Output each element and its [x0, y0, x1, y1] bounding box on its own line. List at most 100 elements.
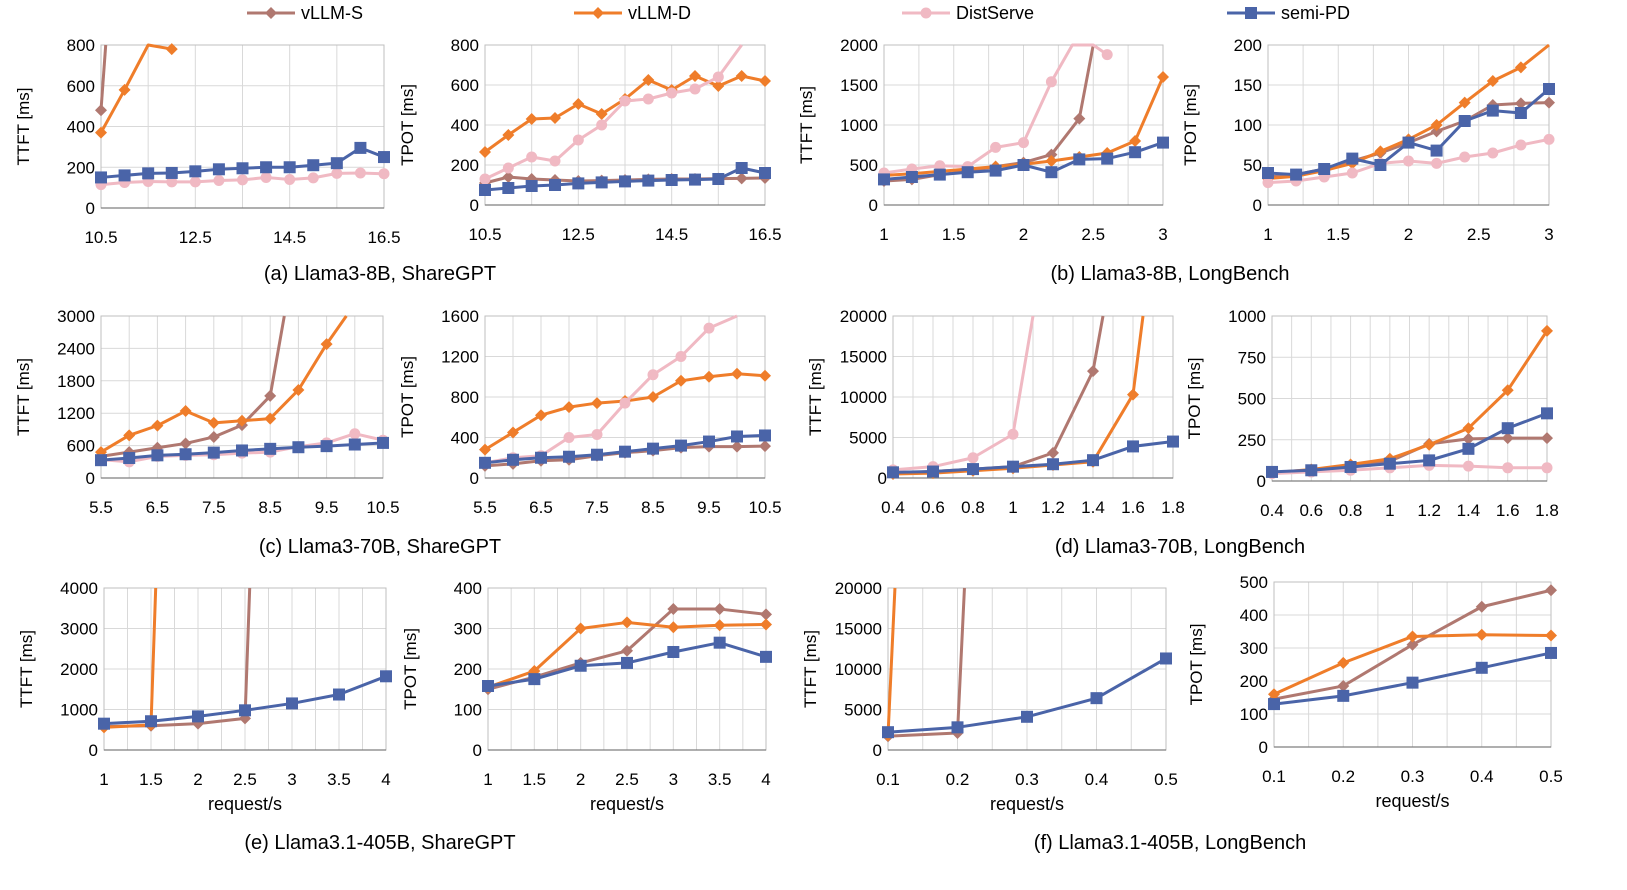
- caption-e: (e) Llama3.1-405B, ShareGPT: [244, 832, 515, 854]
- x-axis-label: request/s: [1375, 791, 1449, 811]
- data-point-vllm-d: [735, 70, 748, 82]
- data-point-vllm-s: [502, 171, 515, 183]
- y-tick-label: 800: [451, 36, 479, 55]
- data-point-semi-pd: [307, 159, 320, 172]
- data-point-semi-pd: [1337, 689, 1350, 702]
- data-point-semi-pd: [1160, 652, 1172, 665]
- series-group: [1266, 324, 1553, 480]
- data-point-vllm-d: [179, 405, 192, 418]
- data-point-distserve: [967, 452, 979, 464]
- data-point-vllm-s: [1475, 600, 1488, 613]
- data-point-vllm-d: [667, 621, 680, 634]
- x-tick-label: 4: [381, 770, 390, 789]
- data-point-vllm-s: [1430, 125, 1443, 138]
- y-tick-label: 500: [850, 156, 878, 175]
- x-tick-label: 7.5: [585, 498, 609, 517]
- data-point-semi-pd: [1486, 104, 1499, 117]
- data-point-distserve: [378, 168, 390, 180]
- chart-panel-d1: 0 5000 10000 15000 20000 0.4 0.6 0.8 1 1.2 1.4 1.6 1…: [806, 307, 1185, 517]
- data-point-semi-pd: [1318, 163, 1331, 175]
- series-group: [98, 587, 392, 734]
- legend-marker: [592, 7, 604, 19]
- x-tick-label: 0.1: [1262, 767, 1286, 786]
- x-tick-label: 1.5: [523, 770, 547, 789]
- data-point-semi-pd: [1462, 442, 1475, 455]
- y-axis-label: TTFT [ms]: [801, 630, 820, 708]
- data-point-vllm-d: [731, 367, 743, 380]
- data-point-vllm-s: [621, 644, 633, 657]
- data-point-semi-pd: [1157, 136, 1169, 149]
- x-tick-label: 1: [879, 225, 888, 244]
- y-tick-label: 1200: [57, 404, 95, 423]
- data-point-vllm-d: [760, 618, 772, 631]
- y-tick-label: 200: [1234, 36, 1262, 55]
- data-point-semi-pd: [1423, 454, 1436, 467]
- x-tick-label: 1.8: [1161, 498, 1185, 517]
- series-line-vllm-d: [886, 587, 897, 736]
- x-tick-label: 0.4: [1470, 767, 1494, 786]
- y-tick-label: 1000: [60, 701, 98, 720]
- y-tick-label: 0: [470, 469, 479, 488]
- chart-panel-a1: 0 200 400 600 800 10.5 12.5 14.5 16.5 TTFT [ms]: [14, 36, 401, 247]
- data-point-vllm-d: [320, 338, 333, 351]
- y-tick-label: 2000: [840, 36, 878, 55]
- data-point-vllm-s: [713, 603, 726, 616]
- data-point-distserve: [479, 173, 491, 185]
- series-line-vllm-d: [99, 43, 173, 134]
- data-point-semi-pd: [95, 171, 107, 184]
- series-group: [95, 315, 389, 468]
- series-group: [482, 603, 772, 696]
- x-tick-label: 0.6: [921, 498, 945, 517]
- y-tick-label: 400: [454, 579, 482, 598]
- y-tick-label: 20000: [835, 579, 882, 598]
- data-point-semi-pd: [507, 453, 519, 466]
- x-tick-label: 1.4: [1457, 501, 1481, 520]
- x-tick-label: 16.5: [367, 228, 400, 247]
- x-tick-label: 1.5: [1326, 225, 1350, 244]
- y-axis-label: TPOT [ms]: [1181, 84, 1200, 166]
- y-tick-label: 3000: [57, 307, 95, 326]
- y-tick-label: 0: [89, 741, 98, 760]
- x-tick-label: 2.5: [615, 770, 639, 789]
- data-point-vllm-d: [1337, 656, 1350, 669]
- data-point-semi-pd: [212, 163, 225, 176]
- data-point-vllm-d: [118, 83, 131, 96]
- y-tick-label: 1000: [840, 116, 878, 135]
- caption-c: (c) Llama3-70B, ShareGPT: [259, 536, 501, 558]
- data-point-vllm-d: [1430, 119, 1443, 131]
- x-tick-label: 8.5: [641, 498, 665, 517]
- data-point-vllm-s: [1541, 432, 1553, 445]
- data-point-distserve: [260, 171, 272, 183]
- data-point-semi-pd: [1167, 435, 1179, 448]
- data-point-vllm-s: [1543, 96, 1555, 109]
- data-point-semi-pd: [1021, 710, 1033, 723]
- x-tick-label: 1.2: [1417, 501, 1441, 520]
- data-point-semi-pd: [192, 710, 204, 723]
- data-point-semi-pd: [619, 175, 631, 188]
- data-point-semi-pd: [260, 161, 273, 174]
- data-point-semi-pd: [621, 656, 633, 669]
- data-point-distserve: [502, 162, 514, 174]
- series-line-vllm-d: [892, 315, 1145, 476]
- x-tick-label: 1.2: [1041, 498, 1065, 517]
- x-tick-label: 3: [1158, 225, 1167, 244]
- legend-marker: [1245, 7, 1257, 19]
- chart-panel-f1: 0 5000 10000 15000 20000 0.1 0.2 0.3 0.4 0.5 TTFT …: [801, 579, 1178, 814]
- data-point-semi-pd: [145, 715, 157, 728]
- data-point-distserve: [712, 71, 724, 83]
- data-point-semi-pd: [380, 670, 392, 683]
- data-point-vllm-d: [1458, 96, 1471, 109]
- data-point-distserve: [596, 119, 608, 131]
- y-tick-label: 250: [1238, 431, 1266, 450]
- y-tick-label: 10000: [835, 660, 882, 679]
- data-point-semi-pd: [759, 429, 771, 442]
- y-tick-label: 0: [470, 196, 479, 215]
- data-point-semi-pd: [1346, 152, 1359, 165]
- x-tick-label: 0.2: [946, 770, 970, 789]
- data-point-vllm-s: [735, 172, 748, 185]
- data-point-vllm-d: [1157, 71, 1169, 83]
- x-axis-label: request/s: [990, 794, 1064, 814]
- data-point-vllm-s: [1462, 432, 1475, 445]
- data-point-vllm-d: [165, 43, 178, 56]
- data-point-vllm-d: [1268, 688, 1280, 701]
